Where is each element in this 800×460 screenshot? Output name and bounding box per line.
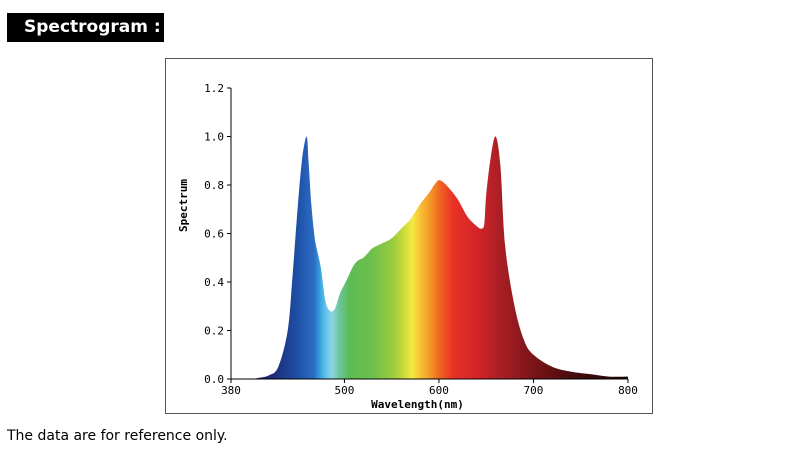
x-tick-label: 500	[334, 384, 354, 397]
y-tick-label: 0.2	[204, 325, 224, 338]
spectrum-area	[231, 136, 628, 379]
y-tick-label: 0.0	[204, 373, 224, 386]
y-tick-label: 0.6	[204, 228, 224, 241]
spectrum-chart: 0.0 0.2 0.4 0.6 0.8 1.0 1.2 380 500 600 700 800 Wave…	[165, 58, 653, 414]
axes: 0.0 0.2 0.4 0.6 0.8 1.0 1.2 380 500 600 700 800 Wave…	[177, 82, 638, 411]
spectrum-chart-svg: 0.0 0.2 0.4 0.6 0.8 1.0 1.2 380 500 600 700 800 Wave…	[177, 82, 638, 411]
page-title: Spectrogram :	[7, 13, 164, 42]
y-tick-label: 1.0	[204, 131, 224, 144]
y-tick-label: 1.2	[204, 82, 224, 95]
y-axis-label: Spectrum	[177, 179, 190, 232]
footnote: The data are for reference only.	[7, 428, 228, 444]
x-tick-label: 800	[618, 384, 638, 397]
x-tick-label: 600	[429, 384, 449, 397]
y-tick-label: 0.8	[204, 179, 224, 192]
plot-area	[231, 136, 628, 379]
x-axis-label: Wavelength(nm)	[371, 398, 464, 411]
y-tick-label: 0.4	[204, 276, 224, 289]
x-tick-label: 380	[221, 384, 241, 397]
x-tick-label: 700	[524, 384, 544, 397]
